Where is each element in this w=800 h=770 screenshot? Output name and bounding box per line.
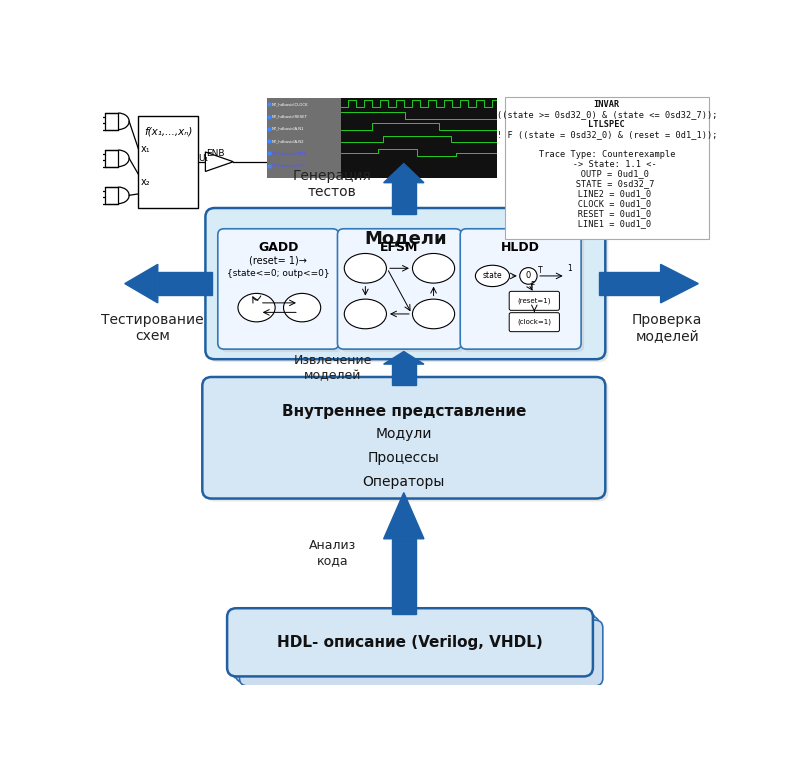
FancyBboxPatch shape bbox=[460, 229, 581, 349]
Text: F: F bbox=[530, 281, 534, 290]
FancyBboxPatch shape bbox=[509, 291, 559, 310]
Text: STATE = 0sd32_7: STATE = 0sd32_7 bbox=[560, 179, 654, 189]
Ellipse shape bbox=[475, 265, 510, 286]
FancyBboxPatch shape bbox=[463, 232, 584, 352]
Polygon shape bbox=[125, 264, 158, 303]
Text: Операторы: Операторы bbox=[362, 475, 445, 489]
Text: LTLSPEC: LTLSPEC bbox=[589, 119, 626, 129]
Text: (reset= 1)→: (reset= 1)→ bbox=[250, 256, 307, 266]
Ellipse shape bbox=[344, 253, 386, 283]
FancyBboxPatch shape bbox=[202, 377, 606, 498]
FancyBboxPatch shape bbox=[206, 208, 606, 359]
Text: 1: 1 bbox=[567, 264, 572, 273]
FancyBboxPatch shape bbox=[221, 232, 342, 352]
Ellipse shape bbox=[520, 268, 537, 284]
Text: EFSM: EFSM bbox=[380, 240, 418, 253]
Text: Генерация
тестов: Генерация тестов bbox=[293, 169, 372, 199]
FancyBboxPatch shape bbox=[227, 608, 593, 676]
FancyBboxPatch shape bbox=[338, 229, 462, 349]
Polygon shape bbox=[384, 351, 424, 364]
Text: Внутреннее представление: Внутреннее представление bbox=[282, 403, 526, 419]
Polygon shape bbox=[661, 264, 698, 303]
Text: HDL- описание (Verilog, VHDL): HDL- описание (Verilog, VHDL) bbox=[277, 634, 543, 650]
Text: Модели: Модели bbox=[364, 229, 446, 246]
Text: OUTP = 0ud1_0: OUTP = 0ud1_0 bbox=[565, 169, 649, 179]
Text: Процессы: Процессы bbox=[368, 451, 440, 465]
Polygon shape bbox=[599, 273, 661, 295]
Text: -> State: 1.1 <-: -> State: 1.1 <- bbox=[557, 159, 657, 169]
Text: INVAR: INVAR bbox=[594, 100, 620, 109]
FancyBboxPatch shape bbox=[232, 613, 595, 679]
Text: RESET = 0ud1_0: RESET = 0ud1_0 bbox=[562, 209, 651, 218]
FancyBboxPatch shape bbox=[236, 617, 599, 682]
Text: Проверка
моделей: Проверка моделей bbox=[632, 313, 702, 343]
FancyBboxPatch shape bbox=[505, 97, 709, 239]
Ellipse shape bbox=[238, 293, 275, 322]
FancyBboxPatch shape bbox=[341, 232, 465, 352]
FancyBboxPatch shape bbox=[209, 211, 609, 362]
Text: {state<=0; outp<=0}: {state<=0; outp<=0} bbox=[227, 269, 330, 278]
Text: T: T bbox=[538, 266, 543, 275]
Text: Trace Type: Counterexample: Trace Type: Counterexample bbox=[538, 149, 675, 159]
FancyBboxPatch shape bbox=[218, 229, 338, 349]
Polygon shape bbox=[384, 493, 424, 539]
Text: (reset=1): (reset=1) bbox=[518, 297, 551, 304]
Text: 0: 0 bbox=[526, 271, 531, 280]
Polygon shape bbox=[392, 364, 415, 385]
Text: ! F ((state = 0sd32_0) & (reset = 0d1_1));: ! F ((state = 0sd32_0) & (reset = 0d1_1)… bbox=[497, 129, 717, 139]
Text: ((state >= 0sd32_0) & (state <= 0sd32_7));: ((state >= 0sd32_0) & (state <= 0sd32_7)… bbox=[497, 110, 717, 119]
Text: Анализ
кода: Анализ кода bbox=[309, 539, 356, 567]
Text: HLDD: HLDD bbox=[502, 240, 540, 253]
Polygon shape bbox=[392, 539, 415, 614]
Text: Извлечение
моделей: Извлечение моделей bbox=[294, 354, 372, 382]
FancyBboxPatch shape bbox=[239, 620, 603, 686]
Text: LINE2 = 0ud1_0: LINE2 = 0ud1_0 bbox=[562, 189, 651, 199]
Text: state: state bbox=[482, 272, 502, 280]
Text: GADD: GADD bbox=[258, 240, 298, 253]
Ellipse shape bbox=[413, 253, 454, 283]
Polygon shape bbox=[384, 163, 424, 182]
Text: (clock=1): (clock=1) bbox=[518, 319, 551, 326]
Text: CLOCK = 0ud1_0: CLOCK = 0ud1_0 bbox=[562, 199, 651, 209]
Ellipse shape bbox=[413, 299, 454, 329]
Ellipse shape bbox=[283, 293, 321, 322]
Text: LINE1 = 0ud1_0: LINE1 = 0ud1_0 bbox=[562, 219, 651, 228]
FancyBboxPatch shape bbox=[230, 611, 596, 679]
Polygon shape bbox=[158, 273, 211, 295]
Ellipse shape bbox=[344, 299, 386, 329]
Text: Модули: Модули bbox=[375, 427, 432, 441]
Polygon shape bbox=[392, 182, 415, 214]
Text: Тестирование
схем: Тестирование схем bbox=[102, 313, 204, 343]
FancyBboxPatch shape bbox=[509, 313, 559, 332]
FancyBboxPatch shape bbox=[206, 380, 609, 501]
